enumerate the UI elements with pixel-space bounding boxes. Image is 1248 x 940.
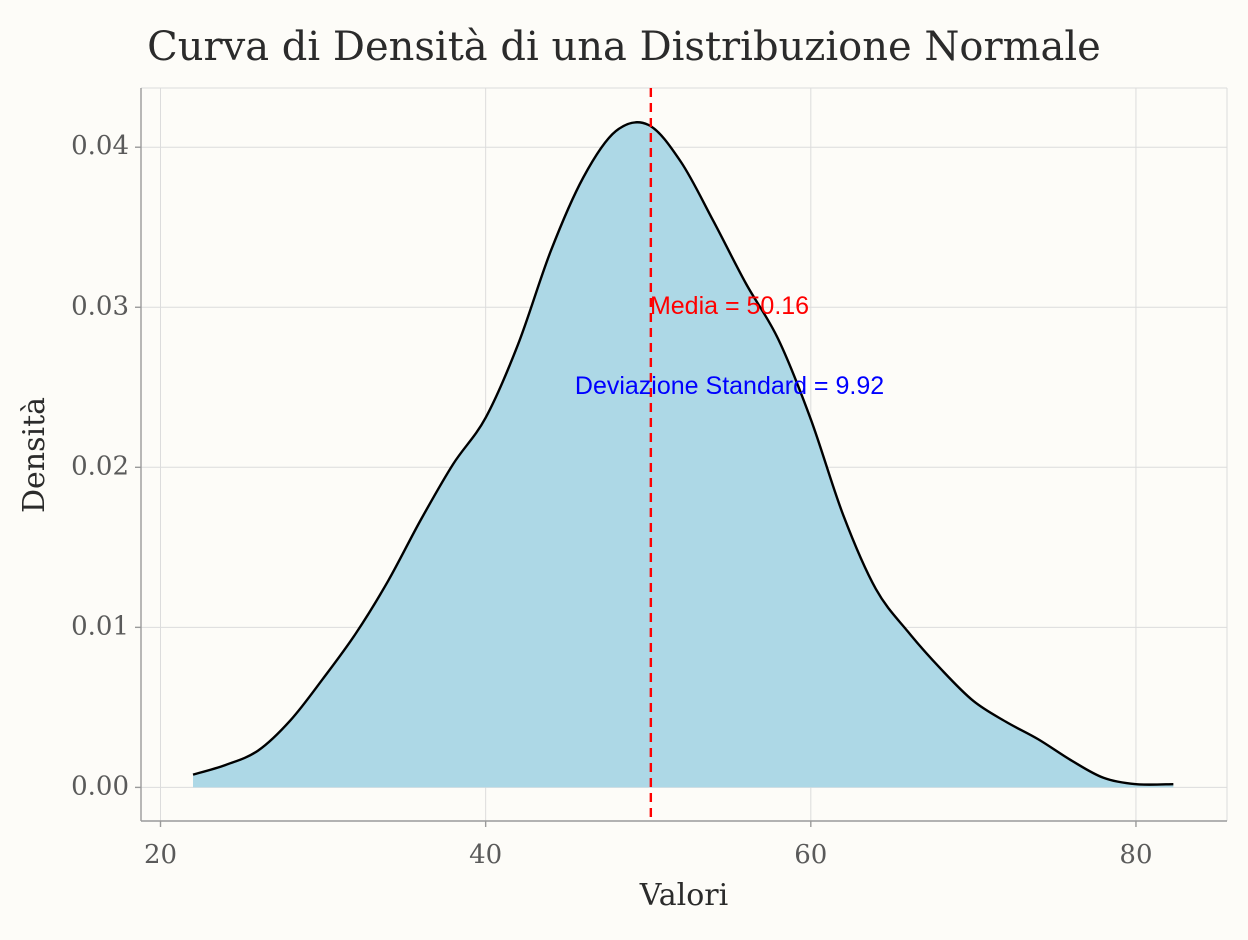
density-line xyxy=(192,121,1174,786)
x-axis-title: Valori xyxy=(639,878,728,913)
axes xyxy=(135,88,1227,827)
x-tick-label: 60 xyxy=(794,840,827,870)
density-fill xyxy=(193,122,1174,788)
y-tick-label: 0.03 xyxy=(71,291,129,321)
tick-labels: 20 40 60 80 0.00 0.01 0.02 0.03 0.04 xyxy=(71,131,1152,870)
y-tick-label: 0.01 xyxy=(71,611,129,641)
y-tick-label: 0.04 xyxy=(71,131,129,161)
x-tick-label: 80 xyxy=(1119,840,1152,870)
density-area xyxy=(192,121,1174,788)
y-tick-label: 0.00 xyxy=(71,771,129,801)
annotation-label: Media = 50.16 xyxy=(650,292,809,320)
x-tick-label: 20 xyxy=(144,840,177,870)
chart-title: Curva di Densità di una Distribuzione No… xyxy=(147,24,1101,70)
annotation-label: Deviazione Standard = 9.92 xyxy=(575,372,884,400)
y-tick-label: 0.02 xyxy=(71,451,129,481)
x-tick-label: 40 xyxy=(469,840,502,870)
annotations: Media = 50.16 Deviazione Standard = 9.92 xyxy=(575,88,884,821)
y-axis-title: Densità xyxy=(17,397,52,513)
